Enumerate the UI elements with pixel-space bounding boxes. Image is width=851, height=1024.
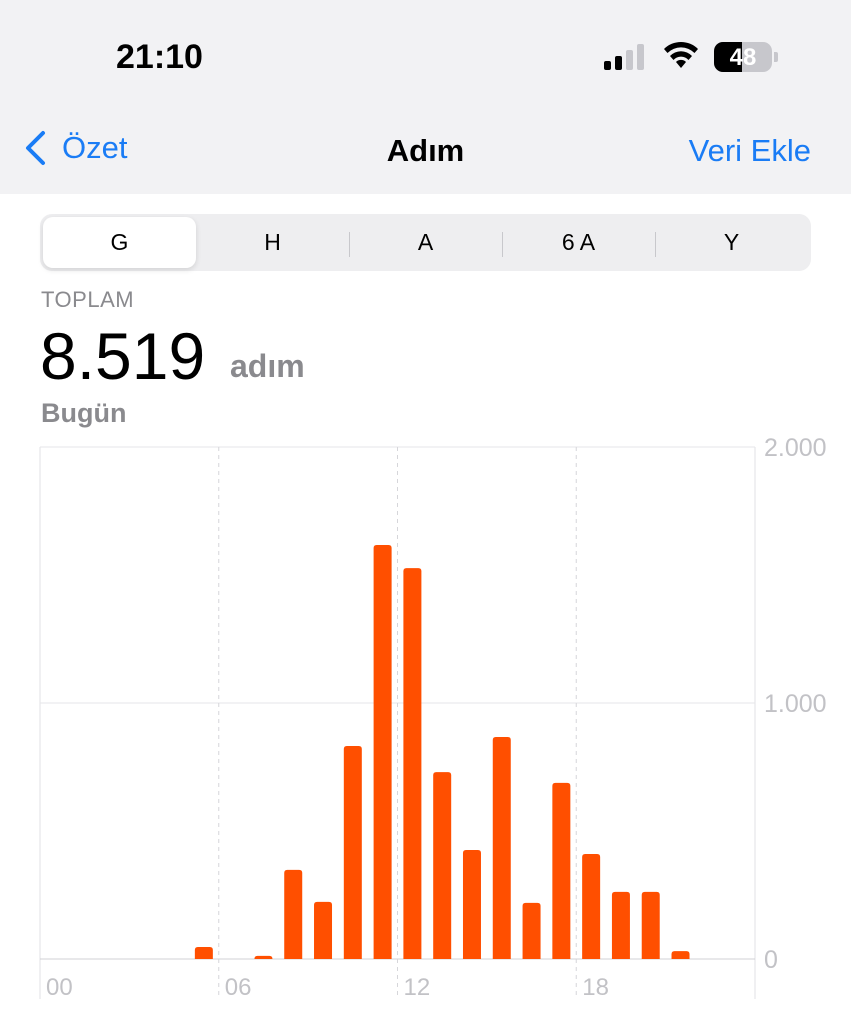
bar-hour-7[interactable] — [254, 955, 273, 959]
segment-6-months[interactable]: 6 A — [502, 217, 655, 268]
bar-hour-11[interactable] — [373, 545, 392, 959]
bar-hour-18[interactable] — [582, 854, 601, 959]
battery-percent: 48 — [729, 44, 757, 71]
wifi-icon — [664, 41, 698, 68]
battery-nub — [774, 52, 778, 62]
total-value: 8.519 — [40, 319, 206, 393]
segment-day[interactable]: G — [43, 217, 196, 268]
segment-year[interactable]: Y — [655, 217, 808, 268]
bar-hour-15[interactable] — [492, 737, 511, 959]
x-tick-label: 06 — [225, 974, 252, 1001]
x-tick-label: 18 — [582, 974, 609, 1001]
segment-month[interactable]: A — [349, 217, 502, 268]
navigation-header — [0, 0, 851, 194]
back-label: Özet — [62, 130, 128, 165]
bar-hour-16[interactable] — [522, 902, 541, 959]
bar-hour-12[interactable] — [403, 568, 422, 959]
cellular-signal-icon — [604, 44, 644, 70]
bar-hour-19[interactable] — [611, 891, 630, 959]
page-title: Adım — [386, 133, 465, 168]
total-unit: adım — [230, 348, 305, 384]
status-time: 21:10 — [116, 38, 203, 76]
bar-hour-9[interactable] — [314, 901, 333, 959]
bar-hour-5[interactable] — [194, 946, 213, 959]
steps-bar-chart[interactable]: 0 1.000 2.000 00 06 12 18 — [0, 430, 851, 1024]
x-tick-label: 12 — [404, 974, 431, 1001]
y-tick-label: 1.000 — [764, 690, 827, 718]
segment-week[interactable]: H — [264, 229, 281, 255]
bar-hour-8[interactable] — [284, 869, 303, 959]
bar-hour-20[interactable] — [641, 891, 660, 959]
y-tick-label: 0 — [764, 946, 778, 974]
x-tick-label: 00 — [46, 974, 73, 1001]
chevron-left-icon — [26, 131, 45, 165]
bar-hour-13[interactable] — [433, 772, 452, 959]
period-label: Bugün — [41, 398, 127, 428]
back-button[interactable]: Özet — [24, 130, 127, 166]
total-label: TOPLAM — [41, 287, 135, 312]
bar-hour-17[interactable] — [552, 782, 571, 959]
battery-icon: 48 — [714, 42, 772, 72]
bar-hour-21[interactable] — [671, 951, 690, 959]
period-segmented-control: G H A 6 A Y — [40, 214, 811, 271]
bar-hour-14[interactable] — [462, 849, 481, 959]
y-tick-label: 2.000 — [764, 434, 827, 462]
bar-hour-10[interactable] — [343, 746, 362, 959]
add-data-button[interactable]: Veri Ekle — [688, 133, 811, 168]
